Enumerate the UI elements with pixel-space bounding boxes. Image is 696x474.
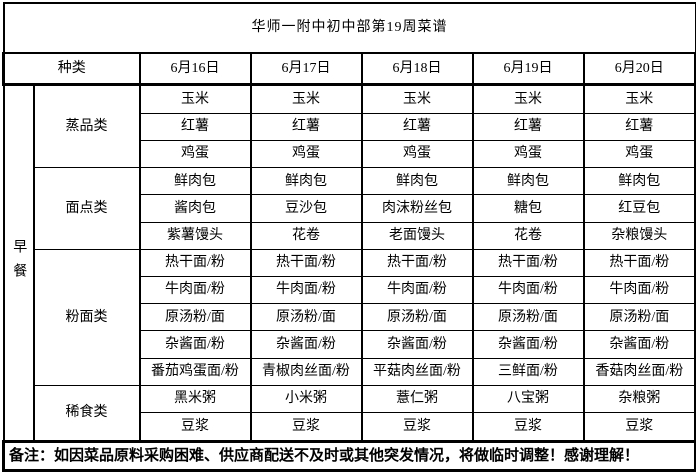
menu-cell: 小米粥 — [249, 384, 363, 414]
menu-cell: 原汤粉/面 — [360, 303, 474, 332]
menu-row: 紫薯馒头 花卷 老面馒头 花卷 杂粮馒头 — [4, 221, 696, 250]
menu-cell: 花卷 — [471, 221, 585, 250]
menu-cell: 肉沫粉丝包 — [360, 194, 474, 223]
date-header-tue: 6月17日 — [249, 52, 363, 86]
date-header-wed: 6月18日 — [360, 52, 474, 86]
menu-cell: 原汤粉/面 — [471, 303, 585, 332]
menu-cell: 红薯 — [138, 112, 252, 142]
menu-row: 红薯 红薯 红薯 红薯 红薯 — [4, 112, 696, 142]
menu-cell: 热干面/粉 — [249, 248, 363, 278]
date-header-row: 种类 6月16日 6月17日 6月18日 6月19日 6月20日 — [2, 52, 696, 86]
menu-cell: 杂酱面/粉 — [138, 330, 252, 359]
menu-cell: 豆浆 — [138, 412, 252, 442]
category-label-3: 稀食类 — [32, 384, 141, 443]
menu-row: 酱肉包 豆沙包 肉沫粉丝包 糖包 红豆包 — [4, 194, 696, 223]
menu-cell: 杂酱面/粉 — [360, 330, 474, 359]
menu-cell: 豆浆 — [471, 412, 585, 442]
menu-cell: 鲜肉包 — [249, 167, 363, 196]
menu-row: 稀食类 黑米粥 小米粥 薏仁粥 八宝粥 杂粮粥 — [4, 384, 696, 443]
menu-cell: 鲜肉包 — [138, 167, 252, 196]
menu-cell: 薏仁粥 — [360, 384, 474, 414]
menu-cell: 花卷 — [249, 221, 363, 250]
category-label-2: 粉面类 — [32, 248, 141, 386]
menu-cell: 杂酱面/粉 — [582, 330, 696, 359]
menu-cell: 鸡蛋 — [138, 140, 252, 169]
menu-body: 早餐 蒸品类 玉米 玉米 玉米 玉米 玉米 红薯 红薯 红薯 红薯 红薯 鸡蛋 鸡蛋 鸡蛋 鸡蛋 鸡蛋 面点类 鲜肉… — [2, 83, 696, 443]
menu-cell: 玉米 — [582, 84, 696, 114]
menu-row: 早餐 蒸品类 玉米 玉米 玉米 玉米 玉米 — [2, 83, 696, 442]
menu-cell: 豆浆 — [582, 412, 696, 442]
menu-cell: 八宝粥 — [471, 384, 585, 414]
menu-cell: 玉米 — [138, 84, 252, 114]
menu-cell: 牛肉面/粉 — [249, 276, 363, 305]
remark-row: 备注：如因菜品原料采购困难、供应商配送不及时或其他突发情况，将做临时调整！感谢理… — [1, 440, 696, 472]
menu-cell: 三鲜面/粉 — [471, 357, 585, 386]
menu-cell: 红薯 — [471, 112, 585, 142]
menu-cell: 平菇肉丝面/粉 — [360, 357, 474, 386]
menu-cell: 玉米 — [360, 84, 474, 114]
menu-cell: 豆浆 — [360, 412, 474, 442]
menu-cell: 红薯 — [582, 112, 696, 142]
menu-row: 粉面类 热干面/粉 热干面/粉 热干面/粉 热干面/粉 热干面/粉 — [4, 248, 696, 386]
title-row: 华师一附中初中部第19周菜谱 — [2, 2, 696, 54]
menu-cell: 热干面/粉 — [360, 248, 474, 278]
category-label-1: 面点类 — [32, 167, 141, 250]
menu-cell: 杂酱面/粉 — [471, 330, 585, 359]
menu-cell: 青椒肉丝面/粉 — [249, 357, 363, 386]
menu-cell: 牛肉面/粉 — [471, 276, 585, 305]
menu-cell: 老面馒头 — [360, 221, 474, 250]
menu-cell: 鲜肉包 — [471, 167, 585, 196]
menu-cell: 杂粮粥 — [582, 384, 696, 414]
meal-label: 早餐 — [2, 84, 35, 442]
menu-cell: 玉米 — [249, 84, 363, 114]
date-header-mon: 6月16日 — [138, 52, 252, 86]
menu-cell: 糖包 — [471, 194, 585, 223]
menu-row: 原汤粉/面 原汤粉/面 原汤粉/面 原汤粉/面 原汤粉/面 — [4, 303, 696, 332]
menu-cell: 红薯 — [360, 112, 474, 142]
menu-cell: 鲜肉包 — [360, 167, 474, 196]
menu-cell: 玉米 — [471, 84, 585, 114]
menu-cell: 鸡蛋 — [360, 140, 474, 169]
menu-cell: 鸡蛋 — [582, 140, 696, 169]
menu-row: 面点类 鲜肉包 鲜肉包 鲜肉包 鲜肉包 鲜肉包 — [4, 167, 696, 250]
menu-cell: 紫薯馒头 — [138, 221, 252, 250]
menu-cell: 酱肉包 — [138, 194, 252, 223]
menu-cell: 热干面/粉 — [471, 248, 585, 278]
menu-cell: 豆浆 — [249, 412, 363, 442]
menu-cell: 热干面/粉 — [582, 248, 696, 278]
category-column-header: 种类 — [2, 52, 141, 86]
menu-cell: 杂粮馒头 — [582, 221, 696, 250]
menu-row: 鸡蛋 鸡蛋 鸡蛋 鸡蛋 鸡蛋 — [4, 140, 696, 169]
date-header-thu: 6月19日 — [471, 52, 585, 86]
menu-cell: 原汤粉/面 — [138, 303, 252, 332]
menu-cell: 热干面/粉 — [138, 248, 252, 278]
menu-cell: 原汤粉/面 — [582, 303, 696, 332]
menu-cell: 杂酱面/粉 — [249, 330, 363, 359]
menu-cell: 豆沙包 — [249, 194, 363, 223]
menu-cell: 鸡蛋 — [471, 140, 585, 169]
menu-cell: 牛肉面/粉 — [360, 276, 474, 305]
category-label-0: 蒸品类 — [32, 83, 141, 169]
menu-cell: 鸡蛋 — [249, 140, 363, 169]
remark-text: 备注：如因菜品原料采购困难、供应商配送不及时或其他突发情况，将做临时调整！感谢理… — [1, 440, 696, 472]
menu-row: 牛肉面/粉 牛肉面/粉 牛肉面/粉 牛肉面/粉 牛肉面/粉 — [4, 276, 696, 305]
menu-cell: 红豆包 — [582, 194, 696, 223]
menu-row: 豆浆 豆浆 豆浆 豆浆 豆浆 — [4, 412, 696, 442]
menu-cell: 原汤粉/面 — [249, 303, 363, 332]
menu-cell: 番茄鸡蛋面/粉 — [138, 357, 252, 386]
menu-cell: 牛肉面/粉 — [582, 276, 696, 305]
menu-cell: 鲜肉包 — [582, 167, 696, 196]
menu-cell: 香菇肉丝面/粉 — [582, 357, 696, 386]
menu-cell: 牛肉面/粉 — [138, 276, 252, 305]
menu-cell: 黑米粥 — [138, 384, 252, 414]
date-header-fri: 6月20日 — [582, 52, 696, 86]
menu-cell: 红薯 — [249, 112, 363, 142]
page-title: 华师一附中初中部第19周菜谱 — [2, 2, 696, 54]
